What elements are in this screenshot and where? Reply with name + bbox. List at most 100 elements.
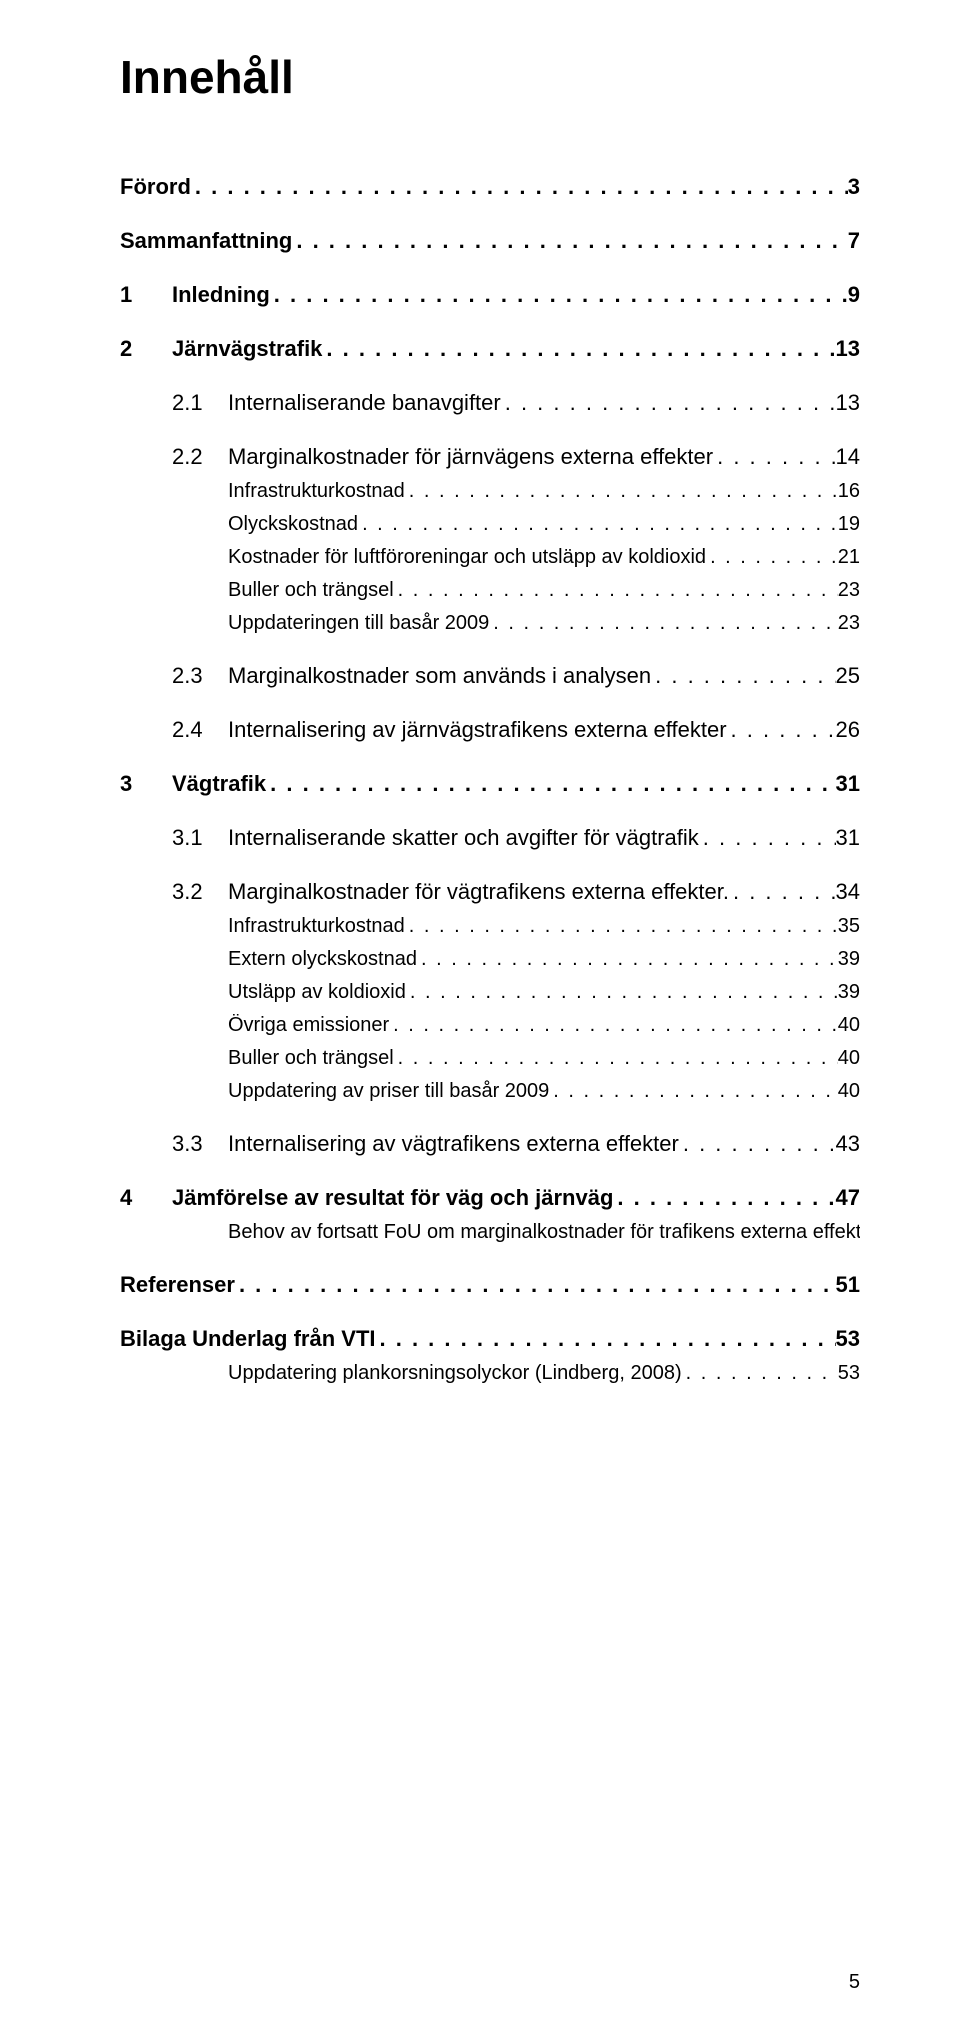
- toc-entry-label: Sammanfattning: [120, 228, 292, 254]
- toc-entry-page: 9: [848, 282, 860, 308]
- toc-leader-dots: . . . . . . . . . . . . . . . . . . . . …: [729, 879, 836, 905]
- toc-entry: Referenser. . . . . . . . . . . . . . . …: [120, 1272, 860, 1298]
- toc-leader-dots: . . . . . . . . . . . . . . . . . . . . …: [358, 513, 838, 536]
- toc-leader-dots: . . . . . . . . . . . . . . . . . . . . …: [489, 612, 837, 635]
- toc-entry-label: Buller och trängsel: [228, 579, 394, 602]
- toc-leader-dots: . . . . . . . . . . . . . . . . . . . . …: [706, 546, 838, 569]
- toc-entry: Utsläpp av koldioxid. . . . . . . . . . …: [120, 981, 860, 1004]
- toc-entry: Övriga emissioner. . . . . . . . . . . .…: [120, 1014, 860, 1037]
- toc-entry-label: Behov av fortsatt FoU om marginalkostnad…: [228, 1221, 860, 1244]
- toc-leader-dots: . . . . . . . . . . . . . . . . . . . . …: [651, 663, 835, 689]
- toc-entry-page: 34: [836, 879, 860, 905]
- toc-entry-number: 2.2: [172, 444, 228, 470]
- toc-leader-dots: . . . . . . . . . . . . . . . . . . . . …: [405, 915, 838, 938]
- toc-entry-label: 2.1Internaliserande banavgifter: [172, 390, 501, 416]
- toc-entry-page: 21: [838, 546, 860, 569]
- toc-leader-dots: . . . . . . . . . . . . . . . . . . . . …: [389, 1014, 838, 1037]
- toc-entry: Olyckskostnad. . . . . . . . . . . . . .…: [120, 513, 860, 536]
- toc-entry: Förord. . . . . . . . . . . . . . . . . …: [120, 174, 860, 200]
- toc-entry-page: 40: [838, 1014, 860, 1037]
- toc-leader-dots: . . . . . . . . . . . . . . . . . . . . …: [394, 1047, 838, 1070]
- toc-entry-label: 2.3Marginalkostnader som används i analy…: [172, 663, 651, 689]
- toc-leader-dots: . . . . . . . . . . . . . . . . . . . . …: [394, 579, 838, 602]
- toc-leader-dots: . . . . . . . . . . . . . . . . . . . . …: [376, 1326, 836, 1352]
- toc-leader-dots: . . . . . . . . . . . . . . . . . . . . …: [406, 981, 838, 1004]
- toc-leader-dots: . . . . . . . . . . . . . . . . . . . . …: [266, 771, 835, 797]
- toc-entry: Infrastrukturkostnad. . . . . . . . . . …: [120, 915, 860, 938]
- toc-leader-dots: . . . . . . . . . . . . . . . . . . . . …: [501, 390, 836, 416]
- toc-entry-label: 2Järnvägstrafik: [120, 336, 322, 362]
- toc-entry: 2.1Internaliserande banavgifter. . . . .…: [120, 390, 860, 416]
- toc-entry-label: Uppdateringen till basår 2009: [228, 612, 489, 635]
- toc-entry-number: 2.1: [172, 390, 228, 416]
- toc-entry-label: 3.3Internalisering av vägtrafikens exter…: [172, 1131, 679, 1157]
- toc-list: Förord. . . . . . . . . . . . . . . . . …: [120, 174, 860, 1385]
- toc-entry-number: 3.3: [172, 1131, 228, 1157]
- toc-entry: Uppdatering plankorsningsolyckor (Lindbe…: [120, 1362, 860, 1385]
- toc-entry-page: 13: [836, 390, 860, 416]
- toc-entry-page: 25: [836, 663, 860, 689]
- toc-entry-page: 3: [848, 174, 860, 200]
- toc-entry-page: 35: [838, 915, 860, 938]
- toc-entry-label: Olyckskostnad: [228, 513, 358, 536]
- toc-entry-page: 53: [836, 1326, 860, 1352]
- toc-entry: Behov av fortsatt FoU om marginalkostnad…: [120, 1221, 860, 1244]
- toc-entry-number: 1: [120, 282, 172, 308]
- toc-leader-dots: . . . . . . . . . . . . . . . . . . . . …: [235, 1272, 836, 1298]
- toc-entry-number: 2.4: [172, 717, 228, 743]
- toc-entry-label: Extern olyckskostnad: [228, 948, 417, 971]
- toc-entry-page: 47: [836, 1185, 860, 1211]
- toc-leader-dots: . . . . . . . . . . . . . . . . . . . . …: [549, 1080, 837, 1103]
- toc-entry-number: 3.1: [172, 825, 228, 851]
- toc-entry: 1Inledning. . . . . . . . . . . . . . . …: [120, 282, 860, 308]
- toc-entry: Infrastrukturkostnad. . . . . . . . . . …: [120, 480, 860, 503]
- toc-leader-dots: . . . . . . . . . . . . . . . . . . . . …: [292, 228, 847, 254]
- toc-entry-label: 2.4Internalisering av järnvägstrafikens …: [172, 717, 727, 743]
- toc-leader-dots: . . . . . . . . . . . . . . . . . . . . …: [613, 1185, 835, 1211]
- toc-entry-page: 23: [838, 579, 860, 602]
- toc-entry-number: 3.2: [172, 879, 228, 905]
- toc-title: Innehåll: [120, 50, 860, 104]
- toc-entry: 2.4Internalisering av järnvägstrafikens …: [120, 717, 860, 743]
- toc-entry: Bilaga Underlag från VTI. . . . . . . . …: [120, 1326, 860, 1352]
- toc-entry-page: 13: [836, 336, 860, 362]
- toc-entry: 3Vägtrafik. . . . . . . . . . . . . . . …: [120, 771, 860, 797]
- toc-entry-label: 4Jämförelse av resultat för väg och järn…: [120, 1185, 613, 1211]
- toc-leader-dots: . . . . . . . . . . . . . . . . . . . . …: [405, 480, 838, 503]
- toc-entry-number: 4: [120, 1185, 172, 1211]
- toc-entry-page: 53: [838, 1362, 860, 1385]
- toc-leader-dots: . . . . . . . . . . . . . . . . . . . . …: [191, 174, 848, 200]
- toc-entry: Buller och trängsel. . . . . . . . . . .…: [120, 579, 860, 602]
- toc-entry: 2.2Marginalkostnader för järnvägens exte…: [120, 444, 860, 470]
- toc-entry-page: 31: [836, 825, 860, 851]
- toc-entry-label: Uppdatering plankorsningsolyckor (Lindbe…: [228, 1362, 682, 1385]
- toc-entry-label: 3.2Marginalkostnader för vägtrafikens ex…: [172, 879, 729, 905]
- toc-entry-label: Utsläpp av koldioxid: [228, 981, 406, 1004]
- toc-entry: Kostnader för luftföroreningar och utslä…: [120, 546, 860, 569]
- toc-entry-label: 2.2Marginalkostnader för järnvägens exte…: [172, 444, 713, 470]
- toc-entry-label: 1Inledning: [120, 282, 270, 308]
- toc-entry-number: 2: [120, 336, 172, 362]
- toc-entry-page: 31: [836, 771, 860, 797]
- toc-entry-page: 43: [836, 1131, 860, 1157]
- toc-entry-page: 39: [838, 981, 860, 1004]
- page-number: 5: [849, 1971, 860, 1994]
- toc-leader-dots: . . . . . . . . . . . . . . . . . . . . …: [699, 825, 836, 851]
- toc-entry-label: Bilaga Underlag från VTI: [120, 1326, 376, 1352]
- toc-entry-label: Infrastrukturkostnad: [228, 915, 405, 938]
- toc-leader-dots: . . . . . . . . . . . . . . . . . . . . …: [727, 717, 836, 743]
- toc-entry: 3.2Marginalkostnader för vägtrafikens ex…: [120, 879, 860, 905]
- toc-entry-page: 51: [836, 1272, 860, 1298]
- toc-entry-page: 23: [838, 612, 860, 635]
- toc-entry: 2Järnvägstrafik. . . . . . . . . . . . .…: [120, 336, 860, 362]
- toc-entry-page: 19: [838, 513, 860, 536]
- toc-entry-label: Buller och trängsel: [228, 1047, 394, 1070]
- toc-entry-label: 3.1Internaliserande skatter och avgifter…: [172, 825, 699, 851]
- toc-entry-label: Förord: [120, 174, 191, 200]
- toc-entry: Uppdateringen till basår 2009. . . . . .…: [120, 612, 860, 635]
- toc-leader-dots: . . . . . . . . . . . . . . . . . . . . …: [417, 948, 838, 971]
- toc-entry: 3.1Internaliserande skatter och avgifter…: [120, 825, 860, 851]
- toc-entry-page: 14: [836, 444, 860, 470]
- toc-entry-number: 2.3: [172, 663, 228, 689]
- toc-leader-dots: . . . . . . . . . . . . . . . . . . . . …: [713, 444, 835, 470]
